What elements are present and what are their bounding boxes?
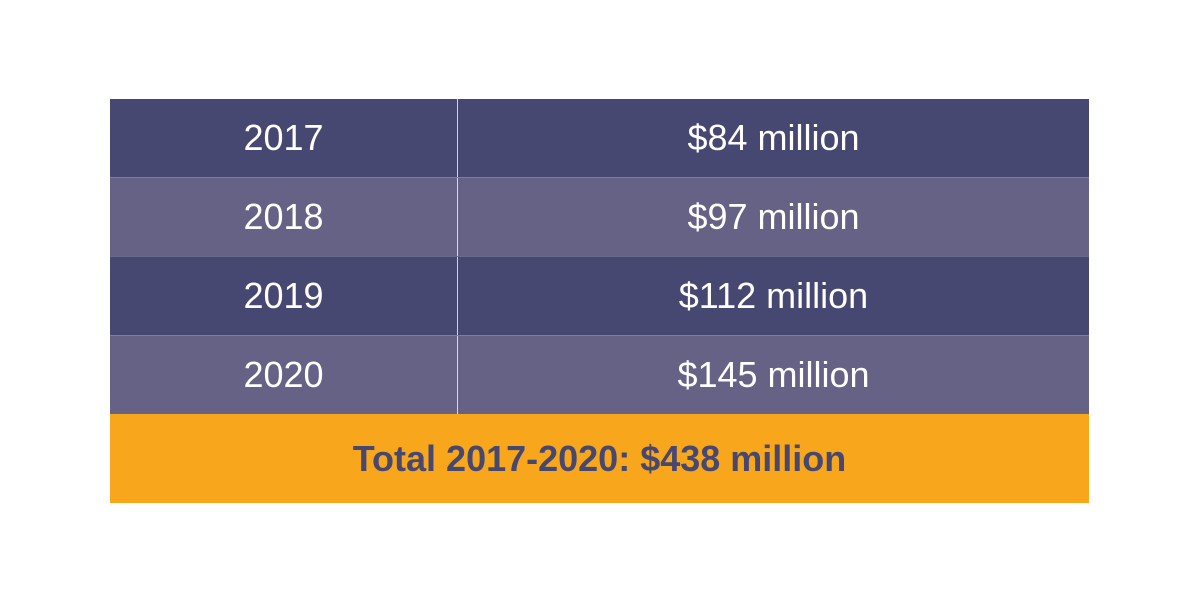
total-row: Total 2017-2020: $438 million — [110, 414, 1089, 503]
table-row: 2019 $112 million — [110, 256, 1089, 335]
amount-cell: $84 million — [687, 117, 860, 158]
amount-cell: $97 million — [687, 196, 860, 237]
amount-cell: $112 million — [678, 275, 869, 316]
year-cell: 2019 — [110, 257, 458, 335]
year-cell: 2020 — [110, 336, 458, 414]
year-cell: 2018 — [110, 178, 458, 256]
funding-table: 2017 $84 million 2018 $97 million 2019 $… — [110, 99, 1089, 503]
table-row: 2017 $84 million — [110, 99, 1089, 177]
table-row: 2018 $97 million — [110, 177, 1089, 256]
year-cell: 2017 — [110, 99, 458, 177]
amount-cell: $145 million — [677, 354, 870, 395]
table-row: 2020 $145 million — [110, 335, 1089, 414]
